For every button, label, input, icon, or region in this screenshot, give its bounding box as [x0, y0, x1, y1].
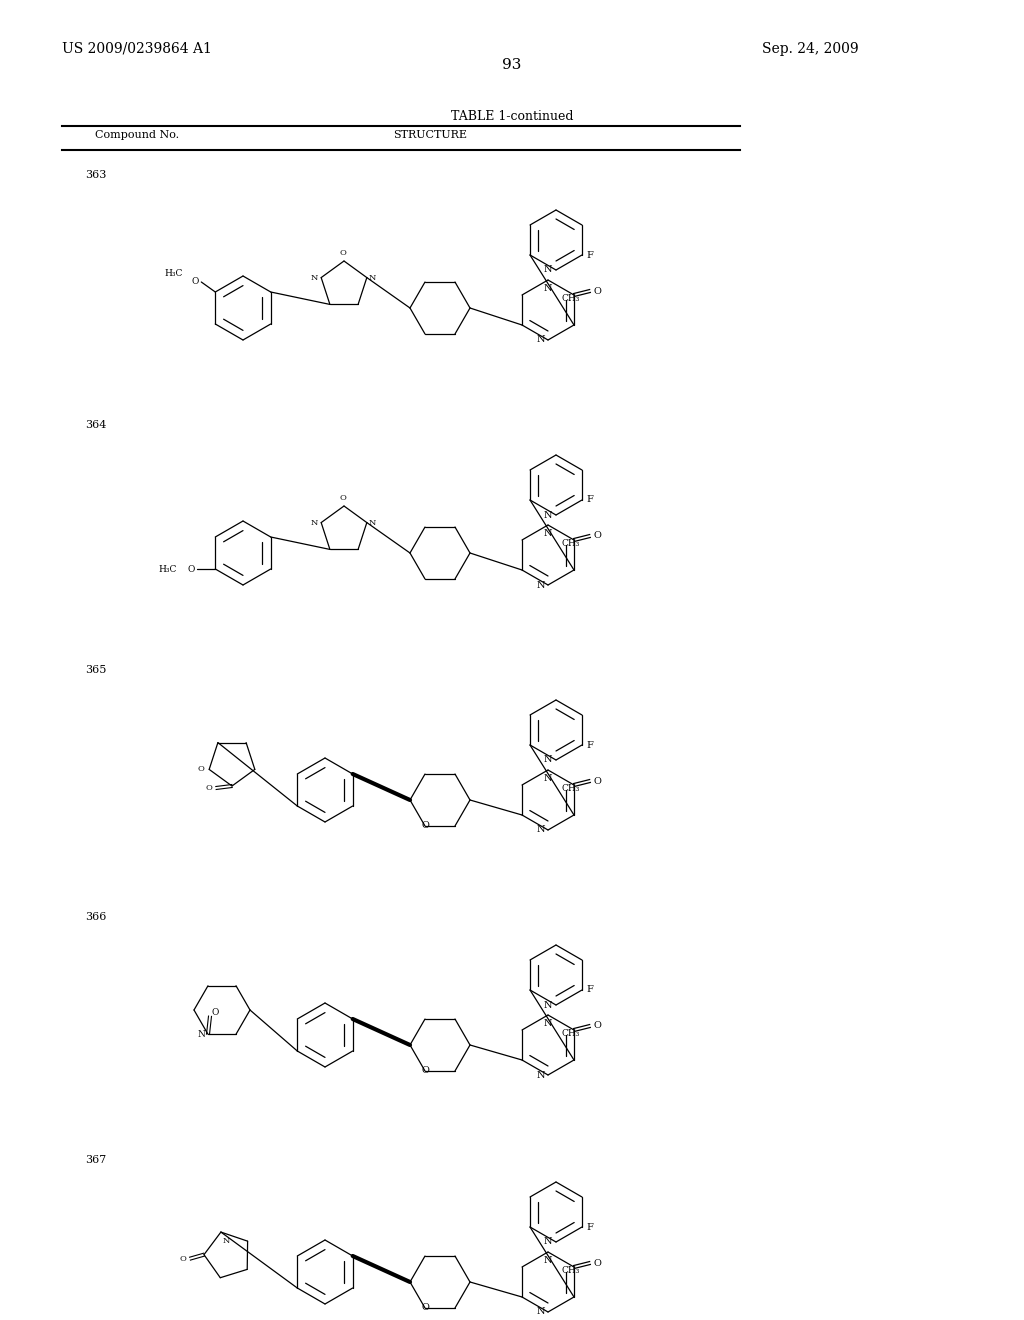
Text: CH₃: CH₃: [562, 784, 581, 793]
Text: N: N: [223, 1237, 230, 1245]
Text: N: N: [198, 1030, 205, 1039]
Text: F: F: [586, 741, 593, 750]
Text: N: N: [311, 519, 318, 527]
Text: N: N: [537, 1308, 545, 1316]
Text: F: F: [586, 495, 593, 504]
Text: N: N: [544, 755, 552, 764]
Text: N: N: [544, 265, 552, 275]
Text: CH₃: CH₃: [562, 539, 581, 548]
Text: F: F: [586, 251, 593, 260]
Text: O: O: [188, 565, 196, 573]
Text: O: O: [594, 286, 602, 296]
Text: O: O: [340, 249, 346, 257]
Text: N: N: [537, 1071, 545, 1080]
Text: 363: 363: [85, 170, 106, 180]
Text: O: O: [594, 1022, 602, 1031]
Text: CH₃: CH₃: [562, 1030, 581, 1038]
Text: US 2009/0239864 A1: US 2009/0239864 A1: [62, 42, 212, 55]
Text: O: O: [421, 1303, 429, 1312]
Text: CH₃: CH₃: [562, 294, 581, 304]
Text: H₃C: H₃C: [165, 269, 183, 279]
Text: F: F: [586, 1222, 593, 1232]
Text: O: O: [594, 532, 602, 540]
Text: 366: 366: [85, 912, 106, 921]
Text: 93: 93: [503, 58, 521, 73]
Text: O: O: [421, 1067, 429, 1076]
Text: O: O: [179, 1255, 186, 1263]
Text: N: N: [544, 1257, 552, 1265]
Text: STRUCTURE: STRUCTURE: [393, 129, 467, 140]
Text: N: N: [369, 519, 376, 527]
Text: O: O: [191, 277, 200, 286]
Text: Compound No.: Compound No.: [95, 129, 179, 140]
Text: N: N: [537, 825, 545, 834]
Text: CH₃: CH₃: [562, 1266, 581, 1275]
Text: N: N: [537, 335, 545, 345]
Text: N: N: [544, 1001, 552, 1010]
Text: Sep. 24, 2009: Sep. 24, 2009: [762, 42, 859, 55]
Text: N: N: [537, 581, 545, 590]
Text: N: N: [369, 273, 376, 281]
Text: O: O: [421, 821, 429, 830]
Text: 365: 365: [85, 665, 106, 675]
Text: 367: 367: [85, 1155, 106, 1166]
Text: O: O: [212, 1007, 219, 1016]
Text: TABLE 1-continued: TABLE 1-continued: [451, 110, 573, 123]
Text: F: F: [586, 986, 593, 994]
Text: O: O: [340, 494, 346, 502]
Text: N: N: [544, 1019, 552, 1028]
Text: N: N: [544, 529, 552, 539]
Text: O: O: [594, 1258, 602, 1267]
Text: O: O: [594, 776, 602, 785]
Text: H₃C: H₃C: [159, 565, 177, 573]
Text: N: N: [544, 511, 552, 520]
Text: O: O: [205, 784, 212, 792]
Text: O: O: [198, 766, 204, 774]
Text: 364: 364: [85, 420, 106, 430]
Text: N: N: [544, 284, 552, 293]
Text: N: N: [544, 1238, 552, 1246]
Text: N: N: [544, 774, 552, 783]
Text: N: N: [311, 273, 318, 281]
